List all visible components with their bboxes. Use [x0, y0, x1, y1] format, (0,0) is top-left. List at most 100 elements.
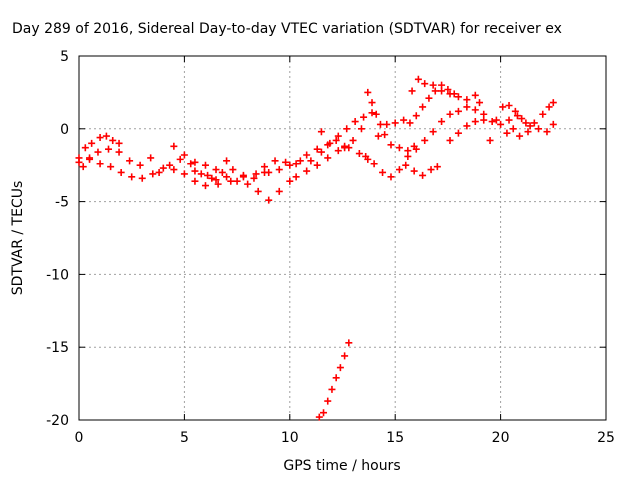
data-point — [454, 93, 462, 101]
data-point — [360, 113, 368, 121]
y-axis-label: SDTVAR / TECUs — [10, 181, 26, 296]
data-point — [117, 168, 125, 176]
data-point — [412, 112, 420, 120]
data-point — [503, 129, 511, 137]
data-point — [492, 116, 500, 124]
data-point — [109, 136, 117, 144]
data-point — [187, 160, 195, 168]
data-point — [387, 173, 395, 181]
data-point — [208, 174, 216, 182]
data-point — [212, 166, 220, 174]
data-point — [513, 112, 521, 120]
data-point — [381, 131, 389, 139]
data-point — [105, 145, 113, 153]
data-point — [471, 91, 479, 99]
y-tick-label: -20 — [46, 413, 69, 429]
data-point — [324, 397, 332, 405]
data-point — [516, 132, 524, 140]
data-point — [334, 147, 342, 155]
x-tick-label: 25 — [597, 430, 615, 446]
data-point — [463, 122, 471, 130]
data-point — [128, 173, 136, 181]
data-point — [404, 152, 412, 160]
data-point — [138, 174, 146, 182]
data-point — [463, 103, 471, 111]
data-point — [480, 116, 488, 124]
data-point — [362, 152, 370, 160]
data-point — [412, 145, 420, 153]
data-point — [218, 168, 226, 176]
data-point — [239, 171, 247, 179]
data-point — [368, 109, 376, 117]
data-point — [438, 118, 446, 126]
data-point — [324, 154, 332, 162]
data-point — [345, 339, 353, 347]
data-point — [391, 119, 399, 127]
data-point — [320, 409, 328, 417]
data-point — [292, 160, 300, 168]
data-point — [505, 116, 513, 124]
y-tick-label: -5 — [55, 195, 69, 211]
data-point — [191, 158, 199, 166]
data-point — [486, 136, 494, 144]
data-point — [364, 88, 372, 96]
axis-ticks: 0 5 10 15 20 25 -20 -15 -10 -5 0 5 — [46, 49, 615, 446]
x-tick-label: 10 — [281, 430, 299, 446]
data-point — [383, 120, 391, 128]
data-point — [275, 166, 283, 174]
y-tick-label: 5 — [60, 49, 69, 65]
data-point — [535, 125, 543, 133]
data-point — [307, 157, 315, 165]
data-point — [545, 103, 553, 111]
data-point — [343, 125, 351, 133]
data-point — [86, 155, 94, 163]
data-point — [336, 364, 344, 372]
data-point — [126, 157, 134, 165]
data-point — [543, 128, 551, 136]
data-point — [454, 107, 462, 115]
data-point — [374, 132, 382, 140]
data-point — [446, 136, 454, 144]
data-point — [275, 187, 283, 195]
data-point — [313, 161, 321, 169]
data-point — [444, 85, 452, 93]
data-point — [166, 161, 174, 169]
data-point — [526, 122, 534, 130]
data-point — [94, 148, 102, 156]
data-point — [180, 170, 188, 178]
data-point — [286, 177, 294, 185]
data-point — [149, 170, 157, 178]
data-point — [379, 168, 387, 176]
data-point — [511, 107, 519, 115]
data-point — [509, 125, 517, 133]
data-point — [75, 158, 83, 166]
chart-title: Day 289 of 2016, Sidereal Day-to-day VTE… — [12, 21, 562, 37]
data-point — [488, 118, 496, 126]
data-point — [357, 125, 365, 133]
data-point — [252, 170, 260, 178]
x-tick-label: 0 — [75, 430, 84, 446]
data-point — [438, 87, 446, 95]
data-point — [326, 139, 334, 147]
data-point — [446, 90, 454, 98]
data-point — [419, 171, 427, 179]
data-point — [204, 171, 212, 179]
data-point — [254, 187, 262, 195]
data-point — [155, 168, 163, 176]
data-point — [313, 145, 321, 153]
data-point — [201, 182, 209, 190]
data-point — [233, 177, 241, 185]
data-point — [332, 136, 340, 144]
grid-lines — [79, 56, 606, 420]
data-point — [261, 163, 269, 171]
data-point — [419, 103, 427, 111]
data-point — [410, 167, 418, 175]
data-point — [427, 166, 435, 174]
data-point — [227, 177, 235, 185]
data-point — [402, 161, 410, 169]
data-point — [214, 180, 222, 188]
data-point — [96, 134, 104, 142]
data-point — [499, 103, 507, 111]
data-point — [328, 385, 336, 393]
